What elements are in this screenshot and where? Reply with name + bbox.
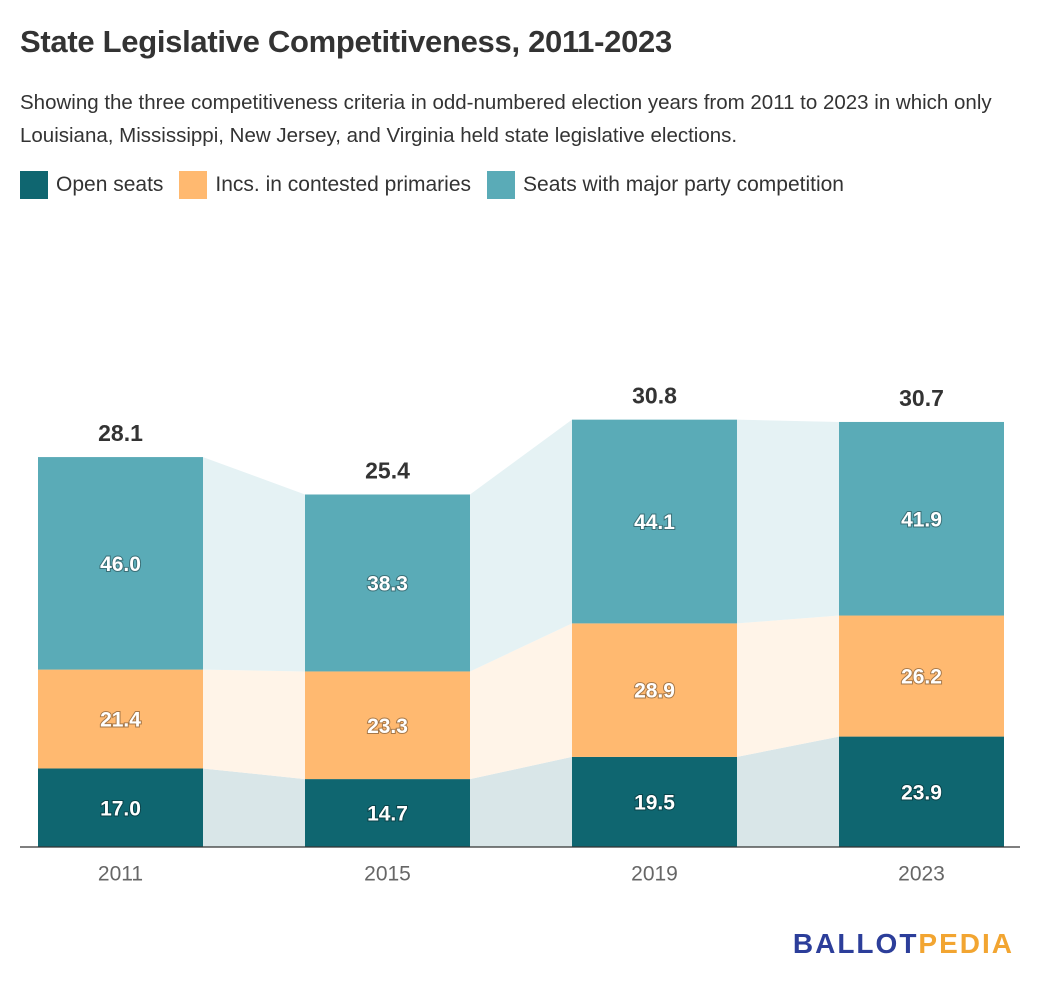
chart-title: State Legislative Competitiveness, 2011-…: [20, 24, 672, 59]
total-label: 30.8: [632, 383, 677, 409]
x-tick-label: 2011: [98, 863, 143, 886]
legend-item: Seats with major party competition: [487, 171, 844, 199]
connector-band: [203, 768, 305, 847]
bar-segment: [305, 671, 470, 780]
total-label: 30.7: [899, 385, 944, 411]
segment-label: 41.9: [901, 508, 942, 531]
connector-band: [737, 419, 839, 624]
legend: Open seats Incs. in contested primaries Se…: [20, 171, 844, 199]
bar-segment: [572, 756, 737, 847]
segment-label: 38.3: [367, 573, 408, 596]
segment-label: 26.2: [901, 666, 942, 689]
connector-band: [737, 736, 839, 847]
bar-segment: [839, 421, 1004, 616]
x-tick-label: 2019: [631, 863, 678, 886]
segment-label: 28.9: [634, 680, 675, 703]
connector-band: [470, 419, 572, 672]
bar-segment: [305, 779, 470, 847]
legend-label: Seats with major party competition: [523, 173, 844, 196]
legend-swatch: [20, 171, 48, 199]
segment-label: 17.0: [100, 797, 141, 820]
legend-item: Open seats: [20, 171, 163, 199]
legend-item: Incs. in contested primaries: [179, 171, 471, 199]
x-tick-label: 2015: [364, 863, 411, 886]
logo-right: PEDIA: [918, 928, 1014, 959]
segment-label: 23.9: [901, 781, 942, 804]
logo: BALLOTPEDIA: [793, 928, 1014, 960]
segment-label: 44.1: [634, 511, 675, 534]
bar-segment: [572, 419, 737, 624]
bar-segment: [572, 623, 737, 757]
bar-segment: [38, 669, 203, 769]
bar-segment: [305, 494, 470, 672]
connector-band: [737, 615, 839, 757]
connector-band: [470, 756, 572, 847]
segment-label: 23.3: [367, 715, 408, 738]
segment-label: 21.4: [100, 709, 141, 732]
bar-segment: [839, 736, 1004, 847]
x-tick-label: 2023: [898, 863, 945, 886]
connector-band: [203, 457, 305, 672]
chart-subtitle: Showing the three competitiveness criter…: [20, 91, 992, 147]
legend-label: Open seats: [56, 173, 164, 196]
segment-label: 46.0: [100, 553, 141, 576]
segment-label: 14.7: [367, 803, 408, 826]
logo-left: BALLOT: [792, 928, 919, 959]
connector-band: [470, 623, 572, 780]
segment-label: 19.5: [634, 792, 675, 815]
connector-band: [203, 669, 305, 780]
legend-label: Incs. in contested primaries: [215, 173, 472, 196]
total-label: 25.4: [365, 458, 410, 484]
bar-segment: [38, 457, 203, 670]
legend-swatch: [179, 171, 208, 199]
bar-segment: [839, 615, 1004, 737]
bar-segment: [38, 768, 203, 847]
legend-swatch: [487, 171, 516, 199]
total-label: 28.1: [98, 420, 143, 446]
